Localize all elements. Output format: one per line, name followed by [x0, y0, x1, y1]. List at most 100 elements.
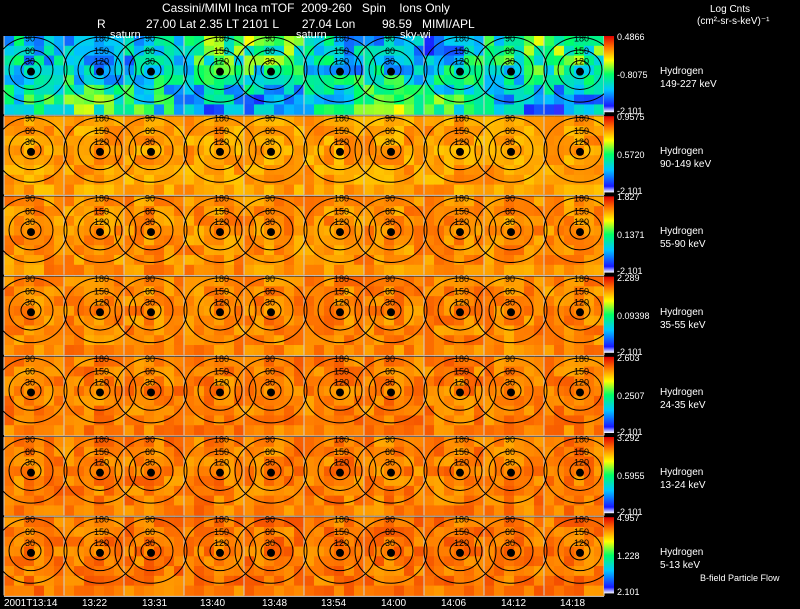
heatmap-cell [384, 575, 395, 587]
heatmap-cell [324, 94, 335, 106]
heatmap-cell [14, 405, 25, 417]
saturn-marker [216, 548, 224, 557]
heatmap-cell [114, 235, 125, 246]
heatmap-cell [234, 345, 245, 356]
heatmap-cell [4, 196, 15, 207]
contour-line [77, 289, 123, 331]
heatmap-cell [544, 386, 555, 397]
contour-label: 120 [334, 57, 349, 67]
contour-label: 150 [454, 367, 469, 377]
colorbar-cb-mid-label: 0.1371 [617, 230, 645, 241]
heatmap-cell [374, 356, 385, 368]
heatmap-cell [114, 466, 125, 477]
heatmap-cell [274, 485, 285, 497]
heatmap-cell [494, 135, 505, 147]
heatmap-cell [154, 517, 165, 528]
heatmap-cell [324, 135, 335, 147]
contour-line [248, 370, 294, 411]
heatmap-cell [284, 264, 295, 276]
saturn-marker [507, 228, 515, 237]
heatmap-cell [404, 415, 415, 426]
contour-label: 90 [505, 113, 515, 123]
heatmap-cell [294, 556, 305, 567]
heatmap-cell [234, 165, 245, 176]
heatmap-cell [54, 206, 65, 217]
heatmap-cell [304, 546, 315, 557]
heatmap-cell [34, 345, 45, 356]
heatmap-cell [4, 415, 15, 426]
heatmap-cell [444, 476, 455, 487]
heatmap-cell [454, 485, 465, 497]
heatmap-cell [434, 296, 445, 307]
saturn-marker [96, 468, 104, 477]
heatmap-cell [64, 174, 75, 186]
heatmap-cell [84, 556, 95, 567]
heatmap-cell [214, 184, 225, 195]
heatmap-cell [164, 215, 175, 227]
heatmap-cell [334, 315, 345, 327]
contour-line [303, 116, 377, 183]
heatmap-cell [454, 235, 465, 246]
heatmap-cell [594, 495, 605, 507]
heatmap-cell [454, 125, 465, 137]
heatmap-cell [344, 286, 355, 297]
heatmap-cell [494, 425, 505, 436]
heatmap-cell [4, 556, 15, 567]
heatmap-cell [324, 536, 335, 548]
heatmap-cell [144, 325, 155, 336]
heatmap-cell [584, 196, 595, 207]
heatmap-cell [144, 566, 155, 577]
heatmap-cell [64, 546, 75, 557]
heatmap-cell [444, 135, 455, 147]
heatmap-cell [214, 235, 225, 246]
row-species-label: Hydrogen [660, 306, 704, 318]
heatmap-cell [504, 75, 515, 86]
heatmap-cell [424, 495, 435, 507]
heatmap-cell [84, 485, 95, 497]
contour-label: 120 [94, 57, 109, 67]
heatmap-cell [94, 437, 105, 448]
heatmap-cell [134, 264, 145, 276]
heatmap-cell [114, 94, 125, 106]
time-tick-label: 13:22 [82, 598, 108, 609]
heatmap-cell [24, 75, 35, 86]
heatmap-cell [264, 75, 275, 86]
contour-label: 30 [265, 137, 275, 147]
saturn-marker [336, 308, 344, 317]
contour-line [474, 277, 548, 344]
heatmap-cell [414, 415, 425, 426]
heatmap-cell [254, 174, 265, 186]
heatmap-cell [134, 315, 145, 327]
heatmap-cell [64, 94, 75, 106]
heatmap-cell [414, 495, 425, 507]
heatmap-cell [544, 446, 555, 458]
heatmap-cell [394, 546, 405, 557]
heatmap-cell [154, 225, 165, 237]
heatmap-cell [304, 104, 315, 115]
heatmap-cell [394, 65, 405, 76]
heatmap-cell [284, 495, 295, 507]
heatmap-cell [114, 476, 125, 487]
heatmap-cell [24, 125, 35, 137]
heatmap-cell [574, 196, 585, 207]
saturn-marker [576, 548, 584, 557]
heatmap-cell [424, 485, 435, 497]
heatmap-cell [444, 335, 455, 346]
heatmap-cell [144, 505, 155, 516]
contour-label: 30 [25, 458, 35, 468]
heatmap-cell [54, 65, 65, 76]
heatmap-cell [404, 286, 415, 297]
contour-label: 60 [145, 286, 155, 296]
contour-line [140, 380, 162, 400]
heatmap-cell [414, 517, 425, 528]
heatmap-cell [594, 315, 605, 327]
heatmap-cell [414, 296, 425, 307]
heatmap-cell [224, 536, 235, 548]
heatmap-cell [184, 376, 195, 387]
heatmap-cell [14, 264, 25, 276]
contour-line [20, 60, 42, 80]
heatmap-cell [444, 566, 455, 577]
contour-line [140, 300, 162, 320]
heatmap-cell [334, 196, 345, 207]
heatmap-cell [184, 155, 195, 166]
